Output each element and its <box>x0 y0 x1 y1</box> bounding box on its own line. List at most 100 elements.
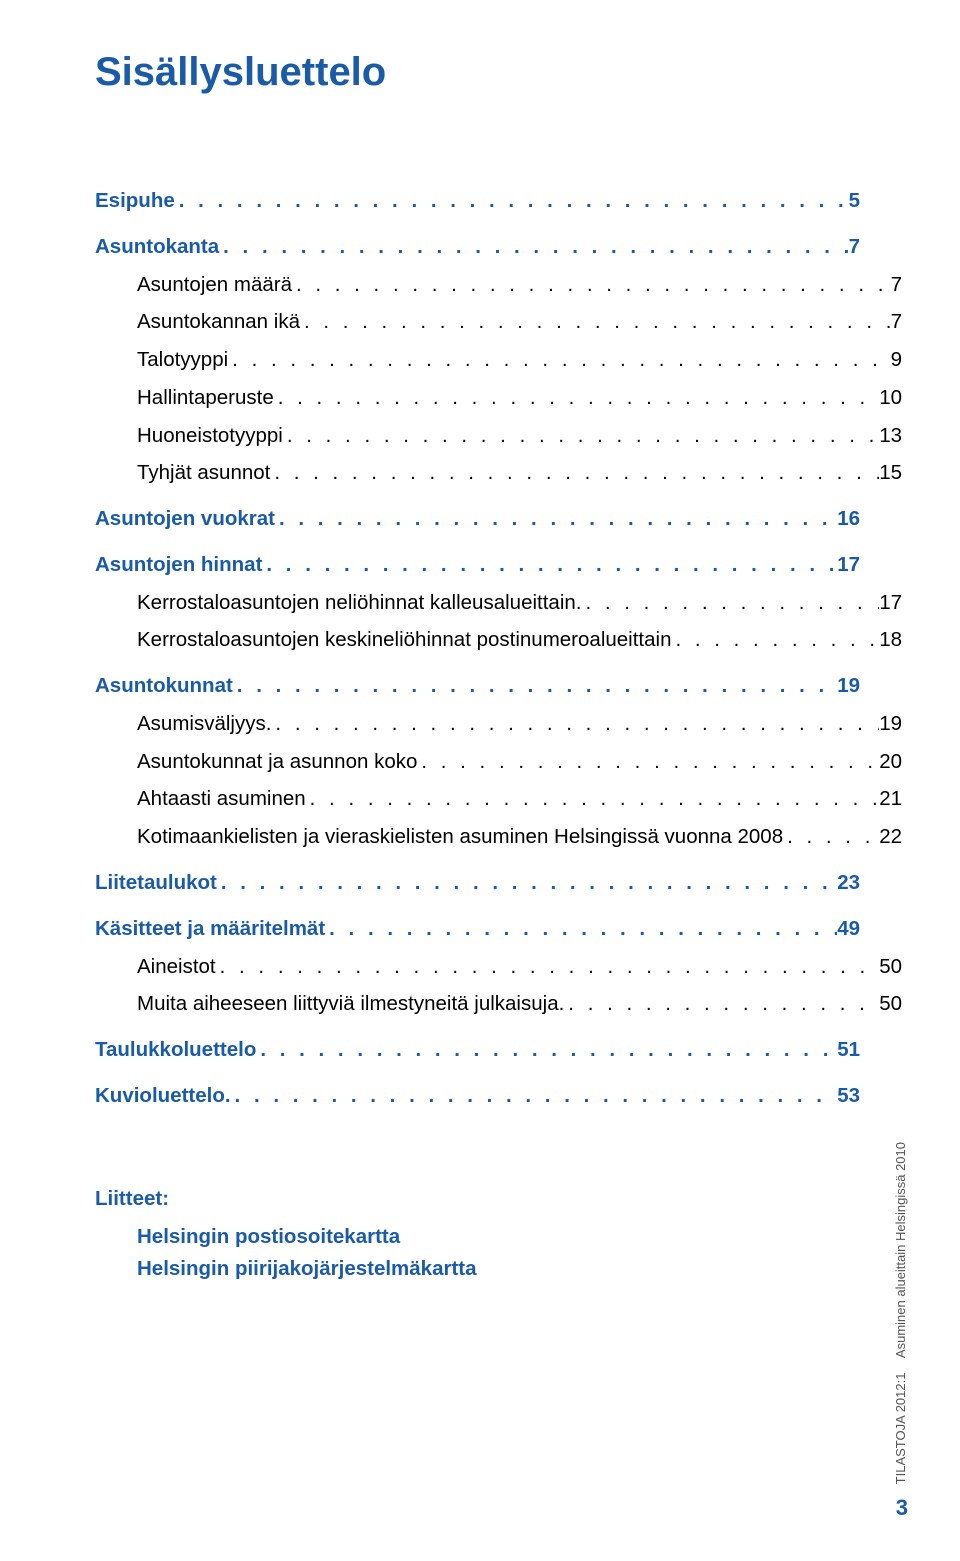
appendix-block: Liitteet: Helsingin postiosoitekartta He… <box>95 1187 860 1287</box>
toc-pagenum: 23 <box>837 867 860 899</box>
toc-leader: . . . . . . . . . . . . . . . . . . . . … <box>274 382 879 414</box>
toc-label: Tyhjät asunnot <box>137 457 270 489</box>
toc-leader: . . . . . . . . . . . . . . . . . . . . … <box>306 783 880 815</box>
toc-leader: . . . . . . . . . . . . . . . . . . . . … <box>228 344 890 376</box>
toc-row: Esipuhe. . . . . . . . . . . . . . . . .… <box>95 185 860 217</box>
toc-row: Asuntokannan ikä. . . . . . . . . . . . … <box>137 306 902 338</box>
toc-leader: . . . . . . . . . . . . . . . . . . . . … <box>256 1034 837 1066</box>
toc-pagenum: 50 <box>879 988 902 1020</box>
appendix-item: Helsingin postiosoitekartta <box>137 1221 860 1254</box>
toc-label: Asuntokunnat <box>95 670 233 702</box>
toc-row: Muita aiheeseen liittyviä ilmestyneitä j… <box>137 988 902 1020</box>
toc-leader: . . . . . . . . . . . . . . . . . . . . … <box>231 1080 838 1112</box>
toc-row: Asuntokanta. . . . . . . . . . . . . . .… <box>95 231 860 263</box>
toc-pagenum: 7 <box>891 269 902 301</box>
toc-pagenum: 19 <box>837 670 860 702</box>
toc-leader: . . . . . . . . . . . . . . . . . . . . … <box>300 306 891 338</box>
toc-row: Kerrostaloasuntojen keskineliöhinnat pos… <box>137 624 902 656</box>
toc-row: Huoneistotyyppi. . . . . . . . . . . . .… <box>137 420 902 452</box>
toc-label: Talotyyppi <box>137 344 228 376</box>
toc-leader: . . . . . . . . . . . . . . . . . . . . … <box>783 821 879 853</box>
toc-label: Asuntojen määrä <box>137 269 292 301</box>
toc-label: Ahtaasti asuminen <box>137 783 306 815</box>
toc-pagenum: 53 <box>837 1080 860 1112</box>
toc-pagenum: 21 <box>879 783 902 815</box>
toc-row: Hallintaperuste. . . . . . . . . . . . .… <box>137 382 902 414</box>
toc-label: Hallintaperuste <box>137 382 274 414</box>
toc-row: Käsitteet ja määritelmät. . . . . . . . … <box>95 913 860 945</box>
toc-pagenum: 5 <box>849 185 860 217</box>
toc-pagenum: 18 <box>879 624 902 656</box>
page-footer: TILASTOJA 2012:1 Asuminen alueittain Hel… <box>893 1142 908 1521</box>
toc-row: Kerrostaloasuntojen neliöhinnat kalleusa… <box>137 587 902 619</box>
toc-leader: . . . . . . . . . . . . . . . . . . . . … <box>671 624 879 656</box>
toc-pagenum: 50 <box>879 951 902 983</box>
toc-row: Asumisväljyys.. . . . . . . . . . . . . … <box>137 708 902 740</box>
toc-label: Asuntojen hinnat <box>95 549 262 581</box>
toc-leader: . . . . . . . . . . . . . . . . . . . . … <box>262 549 837 581</box>
toc-label: Kotimaankielisten ja vieraskielisten asu… <box>137 821 783 853</box>
toc-label: Asuntokanta <box>95 231 219 263</box>
toc-row: Asuntojen vuokrat. . . . . . . . . . . .… <box>95 503 860 535</box>
toc-row: Ahtaasti asuminen. . . . . . . . . . . .… <box>137 783 902 815</box>
toc-row: Asuntojen hinnat. . . . . . . . . . . . … <box>95 549 860 581</box>
toc-leader: . . . . . . . . . . . . . . . . . . . . … <box>292 269 891 301</box>
toc-leader: . . . . . . . . . . . . . . . . . . . . … <box>175 185 849 217</box>
toc-pagenum: 9 <box>891 344 902 376</box>
toc-label: Muita aiheeseen liittyviä ilmestyneitä j… <box>137 988 564 1020</box>
toc-container: Esipuhe. . . . . . . . . . . . . . . . .… <box>95 185 860 1112</box>
toc-label: Liitetaulukot <box>95 867 217 899</box>
toc-pagenum: 49 <box>837 913 860 945</box>
toc-pagenum: 7 <box>891 306 902 338</box>
toc-leader: . . . . . . . . . . . . . . . . . . . . … <box>325 913 837 945</box>
toc-pagenum: 51 <box>837 1034 860 1066</box>
footer-page-number: 3 <box>893 1495 908 1521</box>
toc-row: Asuntokunnat ja asunnon koko. . . . . . … <box>137 746 902 778</box>
toc-row: Asuntokunnat. . . . . . . . . . . . . . … <box>95 670 860 702</box>
toc-label: Aineistot <box>137 951 216 983</box>
toc-label: Käsitteet ja määritelmät <box>95 913 325 945</box>
toc-row: Talotyyppi. . . . . . . . . . . . . . . … <box>137 344 902 376</box>
toc-leader: . . . . . . . . . . . . . . . . . . . . … <box>217 867 837 899</box>
toc-label: Esipuhe <box>95 185 175 217</box>
toc-pagenum: 10 <box>879 382 902 414</box>
toc-label: Asuntokunnat ja asunnon koko <box>137 746 417 778</box>
toc-pagenum: 17 <box>879 587 902 619</box>
toc-pagenum: 19 <box>879 708 902 740</box>
toc-label: Kuvioluettelo. <box>95 1080 231 1112</box>
page-title: Sisällysluettelo <box>95 50 860 95</box>
toc-pagenum: 13 <box>879 420 902 452</box>
toc-leader: . . . . . . . . . . . . . . . . . . . . … <box>283 420 879 452</box>
footer-series-text: TILASTOJA 2012:1 Asuminen alueittain Hel… <box>893 1142 908 1484</box>
toc-pagenum: 15 <box>879 457 902 489</box>
toc-pagenum: 16 <box>837 503 860 535</box>
toc-label: Asuntokannan ikä <box>137 306 300 338</box>
toc-label: Asumisväljyys. <box>137 708 271 740</box>
toc-row: Liitetaulukot. . . . . . . . . . . . . .… <box>95 867 860 899</box>
toc-leader: . . . . . . . . . . . . . . . . . . . . … <box>216 951 880 983</box>
toc-label: Kerrostaloasuntojen neliöhinnat kalleusa… <box>137 587 581 619</box>
toc-leader: . . . . . . . . . . . . . . . . . . . . … <box>219 231 848 263</box>
toc-label: Taulukkoluettelo <box>95 1034 256 1066</box>
toc-row: Aineistot. . . . . . . . . . . . . . . .… <box>137 951 902 983</box>
toc-row: Kotimaankielisten ja vieraskielisten asu… <box>137 821 902 853</box>
toc-leader: . . . . . . . . . . . . . . . . . . . . … <box>271 708 879 740</box>
toc-row: Tyhjät asunnot. . . . . . . . . . . . . … <box>137 457 902 489</box>
toc-leader: . . . . . . . . . . . . . . . . . . . . … <box>417 746 879 778</box>
toc-label: Huoneistotyyppi <box>137 420 283 452</box>
toc-pagenum: 20 <box>879 746 902 778</box>
toc-label: Kerrostaloasuntojen keskineliöhinnat pos… <box>137 624 671 656</box>
toc-row: Asuntojen määrä. . . . . . . . . . . . .… <box>137 269 902 301</box>
toc-row: Taulukkoluettelo. . . . . . . . . . . . … <box>95 1034 860 1066</box>
toc-leader: . . . . . . . . . . . . . . . . . . . . … <box>581 587 879 619</box>
toc-pagenum: 7 <box>849 231 860 263</box>
toc-leader: . . . . . . . . . . . . . . . . . . . . … <box>564 988 879 1020</box>
toc-leader: . . . . . . . . . . . . . . . . . . . . … <box>275 503 837 535</box>
toc-leader: . . . . . . . . . . . . . . . . . . . . … <box>233 670 837 702</box>
appendix-heading: Liitteet: <box>95 1187 860 1211</box>
toc-leader: . . . . . . . . . . . . . . . . . . . . … <box>270 457 879 489</box>
toc-row: Kuvioluettelo.. . . . . . . . . . . . . … <box>95 1080 860 1112</box>
appendix-item: Helsingin piirijakojärjestelmäkartta <box>137 1253 860 1286</box>
toc-pagenum: 22 <box>879 821 902 853</box>
toc-label: Asuntojen vuokrat <box>95 503 275 535</box>
